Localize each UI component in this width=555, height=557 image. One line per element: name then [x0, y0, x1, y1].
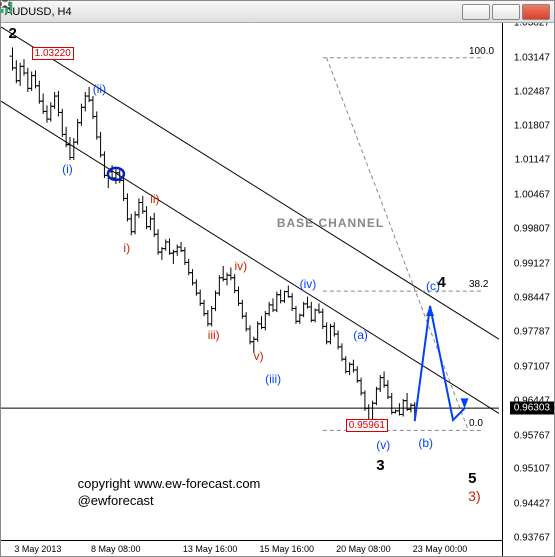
copyright-line: @ewforecast [78, 493, 154, 508]
wave-label: iv) [235, 259, 248, 273]
fib-level-label: 38.2 [469, 279, 488, 290]
y-tick: 0.93767 [514, 533, 550, 544]
wave-label: 4 [438, 274, 446, 291]
wave-label: (i) [62, 162, 73, 176]
maximize-button[interactable] [492, 4, 520, 20]
y-tick: 0.98447 [514, 293, 550, 304]
wave-label: (b) [418, 436, 433, 450]
wave-label: 3 [376, 457, 384, 474]
price-box: 0.95961 [346, 419, 388, 432]
wave-label: (iii) [265, 372, 281, 386]
price-chart [1, 23, 499, 538]
wave-label: 5 [468, 470, 476, 487]
x-tick: 20 May 08:00 [336, 544, 391, 554]
y-tick: 1.01147 [515, 155, 550, 166]
y-tick: 1.03147 [514, 52, 550, 63]
y-tick: 0.99807 [514, 223, 550, 234]
y-tick: 0.94427 [514, 499, 550, 510]
y-tick: 1.03827 [514, 23, 550, 29]
y-tick: 0.95767 [514, 430, 550, 441]
wave-label: 2 [8, 25, 16, 42]
wave-label: ii) [150, 192, 159, 206]
y-tick: 1.02487 [514, 86, 550, 97]
x-axis: 3 May 2013 8 May 08:00 13 May 16:00 15 May … [1, 540, 502, 556]
y-axis: 1.03827 1.03147 1.02487 1.01807 1.01147 1.004… [502, 23, 554, 556]
wave-label: (ii) [93, 82, 106, 96]
wave-label: (v) [376, 438, 390, 452]
x-tick: 3 May 2013 [14, 544, 61, 554]
close-button[interactable] [522, 4, 550, 20]
wave-label: (a) [353, 328, 368, 342]
x-tick: 13 May 16:00 [183, 544, 238, 554]
y-tick: 1.00467 [514, 190, 550, 201]
window-title: AUDUSD, H4 [5, 6, 462, 18]
wave-label: iii) [208, 328, 220, 342]
x-tick: 8 May 08:00 [91, 544, 141, 554]
wave-label: 3) [468, 488, 480, 504]
titlebar[interactable]: AUDUSD, H4 [1, 1, 554, 23]
wave-label: i) [123, 241, 130, 255]
wave-label: (iv) [300, 277, 317, 291]
y-tick: 0.95107 [514, 464, 550, 475]
chart-area[interactable]: 1.03827 1.03147 1.02487 1.01807 1.01147 1.004… [1, 23, 554, 556]
current-price-label: 0.96303 [510, 402, 554, 415]
chart-window: AUDUSD, H4 1.038271.031471.024871.018071… [0, 0, 555, 557]
y-tick: 0.97107 [514, 362, 550, 373]
wave-label: v) [254, 349, 264, 363]
x-tick: 23 May 00:00 [413, 544, 468, 554]
y-tick: 0.97787 [514, 327, 550, 338]
y-tick: 0.99127 [514, 258, 550, 269]
copyright-line: copyright www.ew-forecast.com [78, 476, 261, 491]
x-tick: 15 May 16:00 [259, 544, 314, 554]
fib-level-label: 100.0 [469, 46, 494, 57]
base-channel-label: BASE CHANNEL [277, 216, 384, 230]
minimize-button[interactable] [462, 4, 490, 20]
fib-level-label: 0.0 [469, 418, 483, 429]
price-box: 1.03220 [32, 47, 74, 60]
y-tick: 1.01807 [514, 121, 550, 132]
